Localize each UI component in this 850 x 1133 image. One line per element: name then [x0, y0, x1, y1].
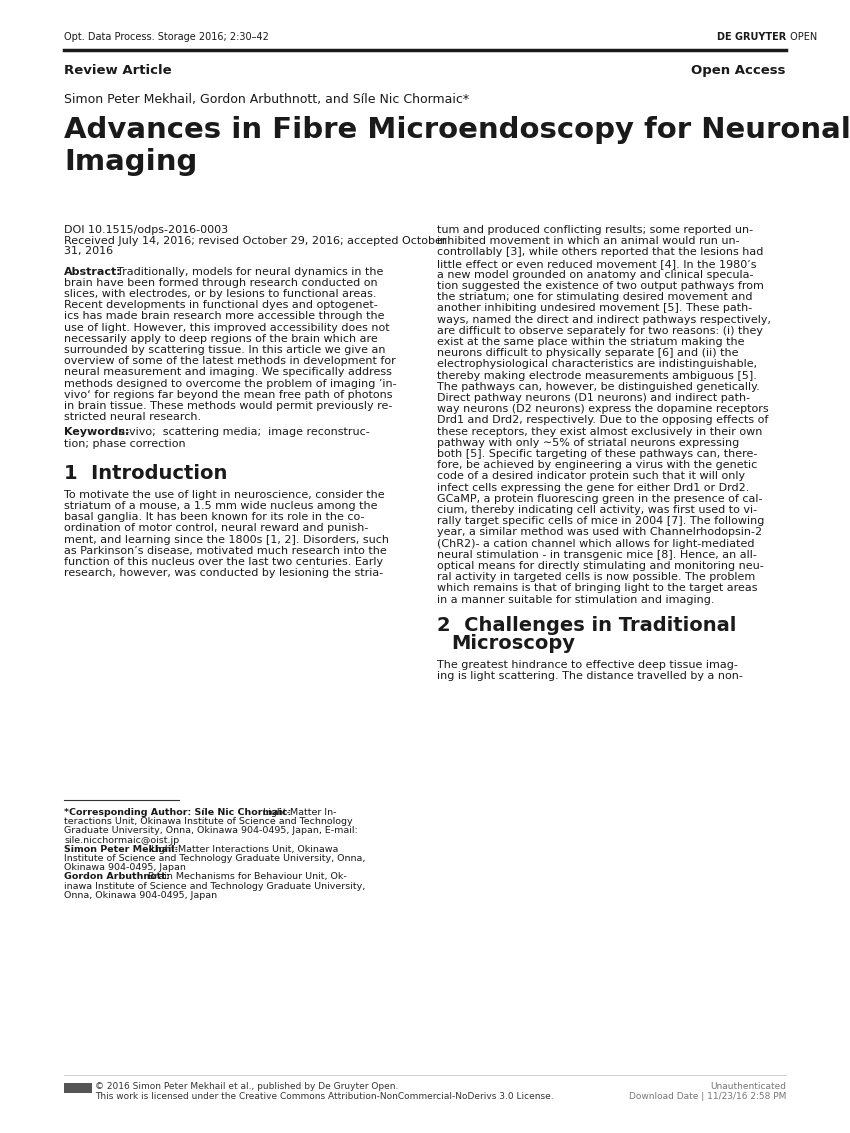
- FancyBboxPatch shape: [64, 1083, 92, 1093]
- Text: 2  Challenges in Traditional: 2 Challenges in Traditional: [437, 616, 736, 634]
- Text: tion; phase correction: tion; phase correction: [64, 438, 185, 449]
- Text: rally target specific cells of mice in 2004 [7]. The following: rally target specific cells of mice in 2…: [437, 517, 764, 526]
- Text: the striatum; one for stimulating desired movement and: the striatum; one for stimulating desire…: [437, 292, 752, 303]
- Text: tum and produced conflicting results; some reported un-: tum and produced conflicting results; so…: [437, 225, 753, 235]
- Text: these receptors, they exist almost exclusively in their own: these receptors, they exist almost exclu…: [437, 427, 762, 436]
- Text: year, a similar method was used with Channelrhodopsin-2: year, a similar method was used with Cha…: [437, 527, 762, 537]
- Text: Microscopy: Microscopy: [451, 633, 575, 653]
- Text: Abstract:: Abstract:: [64, 266, 122, 276]
- Text: striatum of a mouse, a 1.5 mm wide nucleus among the: striatum of a mouse, a 1.5 mm wide nucle…: [64, 501, 377, 511]
- Text: electrophysiological characteristics are indistinguishable,: electrophysiological characteristics are…: [437, 359, 757, 369]
- Text: function of this nucleus over the last two centuries. Early: function of this nucleus over the last t…: [64, 557, 383, 566]
- Text: Unauthenticated: Unauthenticated: [710, 1082, 786, 1091]
- Text: Institute of Science and Technology Graduate University, Onna,: Institute of Science and Technology Grad…: [64, 854, 366, 863]
- Text: which remains is that of bringing light to the target areas: which remains is that of bringing light …: [437, 583, 757, 594]
- Text: The greatest hindrance to effective deep tissue imag-: The greatest hindrance to effective deep…: [437, 659, 738, 670]
- Text: slices, with electrodes, or by lesions to functional areas.: slices, with electrodes, or by lesions t…: [64, 289, 377, 299]
- Text: a new model grounded on anatomy and clinical specula-: a new model grounded on anatomy and clin…: [437, 270, 753, 280]
- Text: pathway with only ∼5% of striatal neurons expressing: pathway with only ∼5% of striatal neuron…: [437, 437, 740, 448]
- Text: Received July 14, 2016; revised October 29, 2016; accepted October: Received July 14, 2016; revised October …: [64, 236, 446, 246]
- Text: ment, and learning since the 1800s [1, 2]. Disorders, such: ment, and learning since the 1800s [1, 2…: [64, 535, 389, 545]
- Text: Brain Mechanisms for Behaviour Unit, Ok-: Brain Mechanisms for Behaviour Unit, Ok-: [148, 872, 347, 881]
- Text: Imaging: Imaging: [64, 148, 197, 176]
- Text: necessarily apply to deep regions of the brain which are: necessarily apply to deep regions of the…: [64, 334, 377, 343]
- Text: stricted neural research.: stricted neural research.: [64, 412, 201, 423]
- Text: in brain tissue. These methods would permit previously re-: in brain tissue. These methods would per…: [64, 401, 393, 411]
- Text: infect cells expressing the gene for either Drd1 or Drd2.: infect cells expressing the gene for eit…: [437, 483, 750, 493]
- Text: 1  Introduction: 1 Introduction: [64, 463, 227, 483]
- Text: Recent developments in functional dyes and optogenet-: Recent developments in functional dyes a…: [64, 300, 377, 310]
- Text: neurons difficult to physically separate [6] and (ii) the: neurons difficult to physically separate…: [437, 348, 739, 358]
- Text: vivo‘ for regions far beyond the mean free path of photons: vivo‘ for regions far beyond the mean fr…: [64, 390, 393, 400]
- Text: Direct pathway neurons (D1 neurons) and indirect path-: Direct pathway neurons (D1 neurons) and …: [437, 393, 750, 403]
- Text: neural measurement and imaging. We specifically address: neural measurement and imaging. We speci…: [64, 367, 392, 377]
- Text: methods designed to overcome the problem of imaging ’in-: methods designed to overcome the problem…: [64, 378, 397, 389]
- Text: ral activity in targeted cells is now possible. The problem: ral activity in targeted cells is now po…: [437, 572, 756, 582]
- Text: exist at the same place within the striatum making the: exist at the same place within the stria…: [437, 337, 745, 347]
- Text: controllably [3], while others reported that the lesions had: controllably [3], while others reported …: [437, 247, 763, 257]
- Text: sile.nicchormaic@oist.jp: sile.nicchormaic@oist.jp: [64, 836, 179, 844]
- Text: Simon Peter Mekhail:: Simon Peter Mekhail:: [64, 845, 178, 854]
- Text: ics has made brain research more accessible through the: ics has made brain research more accessi…: [64, 312, 384, 322]
- Text: neural stimulation - in transgenic mice [8]. Hence, an all-: neural stimulation - in transgenic mice …: [437, 550, 756, 560]
- Text: Graduate University, Onna, Okinawa 904-0495, Japan, E-mail:: Graduate University, Onna, Okinawa 904-0…: [64, 826, 358, 835]
- Text: © 2016 Simon Peter Mekhail et al., published by De Gruyter Open.: © 2016 Simon Peter Mekhail et al., publi…: [95, 1082, 399, 1091]
- Text: little effect or even reduced movement [4]. In the 1980’s: little effect or even reduced movement […: [437, 258, 756, 269]
- Text: Okinawa 904-0495, Japan: Okinawa 904-0495, Japan: [64, 863, 186, 872]
- Text: Review Article: Review Article: [64, 63, 172, 77]
- Text: inawa Institute of Science and Technology Graduate University,: inawa Institute of Science and Technolog…: [64, 881, 366, 891]
- Text: cc by-nc-nd: cc by-nc-nd: [64, 1093, 92, 1098]
- Text: in a manner suitable for stimulation and imaging.: in a manner suitable for stimulation and…: [437, 595, 715, 605]
- Text: another inhibiting undesired movement [5]. These path-: another inhibiting undesired movement [5…: [437, 304, 752, 314]
- Text: This work is licensed under the Creative Commons Attribution-NonCommercial-NoDer: This work is licensed under the Creative…: [95, 1092, 553, 1101]
- Text: optical means for directly stimulating and monitoring neu-: optical means for directly stimulating a…: [437, 561, 764, 571]
- Text: *Corresponding Author: Síle Nic Chormaic:: *Corresponding Author: Síle Nic Chormaic…: [64, 808, 292, 817]
- Text: thereby making electrode measurements ambiguous [5].: thereby making electrode measurements am…: [437, 370, 756, 381]
- Text: DOI 10.1515/odps-2016-0003: DOI 10.1515/odps-2016-0003: [64, 225, 228, 235]
- Text: use of light. However, this improved accessibility does not: use of light. However, this improved acc…: [64, 323, 389, 333]
- Text: research, however, was conducted by lesioning the stria-: research, however, was conducted by lesi…: [64, 569, 383, 578]
- Text: Simon Peter Mekhail, Gordon Arbuthnott, and Síle Nic Chormaic*: Simon Peter Mekhail, Gordon Arbuthnott, …: [64, 93, 469, 107]
- Text: are difficult to observe separately for two reasons: (i) they: are difficult to observe separately for …: [437, 326, 763, 335]
- Text: Download Date | 11/23/16 2:58 PM: Download Date | 11/23/16 2:58 PM: [629, 1092, 786, 1101]
- Text: inhibited movement in which an animal would run un-: inhibited movement in which an animal wo…: [437, 236, 740, 246]
- Text: way neurons (D2 neurons) express the dopamine receptors: way neurons (D2 neurons) express the dop…: [437, 404, 768, 415]
- Text: 31, 2016: 31, 2016: [64, 246, 113, 256]
- Text: The pathways can, however, be distinguished genetically.: The pathways can, however, be distinguis…: [437, 382, 760, 392]
- Text: code of a desired indicator protein such that it will only: code of a desired indicator protein such…: [437, 471, 745, 482]
- Text: Keywords:: Keywords:: [64, 427, 129, 437]
- Text: basal ganglia. It has been known for its role in the co-: basal ganglia. It has been known for its…: [64, 512, 365, 522]
- Text: ing is light scattering. The distance travelled by a non-: ing is light scattering. The distance tr…: [437, 671, 743, 681]
- Text: OPEN: OPEN: [787, 32, 817, 42]
- Text: ordination of motor control, neural reward and punish-: ordination of motor control, neural rewa…: [64, 523, 368, 534]
- Text: brain have been formed through research conducted on: brain have been formed through research …: [64, 278, 377, 288]
- Text: surrounded by scattering tissue. In this article we give an: surrounded by scattering tissue. In this…: [64, 346, 386, 355]
- Text: Opt. Data Process. Storage 2016; 2:30–42: Opt. Data Process. Storage 2016; 2:30–42: [64, 32, 269, 42]
- Text: Light-Matter Interactions Unit, Okinawa: Light-Matter Interactions Unit, Okinawa: [151, 845, 338, 854]
- Text: teractions Unit, Okinawa Institute of Science and Technology: teractions Unit, Okinawa Institute of Sc…: [64, 817, 353, 826]
- Text: Traditionally, models for neural dynamics in the: Traditionally, models for neural dynamic…: [117, 266, 383, 276]
- Text: Drd1 and Drd2, respectively. Due to the opposing effects of: Drd1 and Drd2, respectively. Due to the …: [437, 416, 768, 425]
- Text: Advances in Fibre Microendoscopy for Neuronal: Advances in Fibre Microendoscopy for Neu…: [64, 116, 850, 144]
- Text: To motivate the use of light in neuroscience, consider the: To motivate the use of light in neurosci…: [64, 489, 384, 500]
- Text: fore, be achieved by engineering a virus with the genetic: fore, be achieved by engineering a virus…: [437, 460, 757, 470]
- Text: ways, named the direct and indirect pathways respectively,: ways, named the direct and indirect path…: [437, 315, 771, 324]
- Text: tion suggested the existence of two output pathways from: tion suggested the existence of two outp…: [437, 281, 764, 291]
- Text: overview of some of the latest methods in development for: overview of some of the latest methods i…: [64, 356, 396, 366]
- Text: both [5]. Specific targeting of these pathways can, there-: both [5]. Specific targeting of these pa…: [437, 449, 757, 459]
- Text: as Parkinson’s disease, motivated much research into the: as Parkinson’s disease, motivated much r…: [64, 546, 387, 556]
- Text: (ChR2)- a cation channel which allows for light-mediated: (ChR2)- a cation channel which allows fo…: [437, 538, 755, 548]
- Text: Gordon Arbuthnott:: Gordon Arbuthnott:: [64, 872, 170, 881]
- Text: cium, thereby indicating cell activity, was first used to vi-: cium, thereby indicating cell activity, …: [437, 505, 757, 516]
- Text: DE GRUYTER: DE GRUYTER: [717, 32, 786, 42]
- Text: Light-Matter In-: Light-Matter In-: [263, 808, 337, 817]
- Text: Onna, Okinawa 904-0495, Japan: Onna, Okinawa 904-0495, Japan: [64, 891, 217, 900]
- Text: GCaMP, a protein fluorescing green in the presence of cal-: GCaMP, a protein fluorescing green in th…: [437, 494, 762, 504]
- Text: in-vivo;  scattering media;  image reconstruc-: in-vivo; scattering media; image reconst…: [115, 427, 370, 437]
- Text: Open Access: Open Access: [692, 63, 786, 77]
